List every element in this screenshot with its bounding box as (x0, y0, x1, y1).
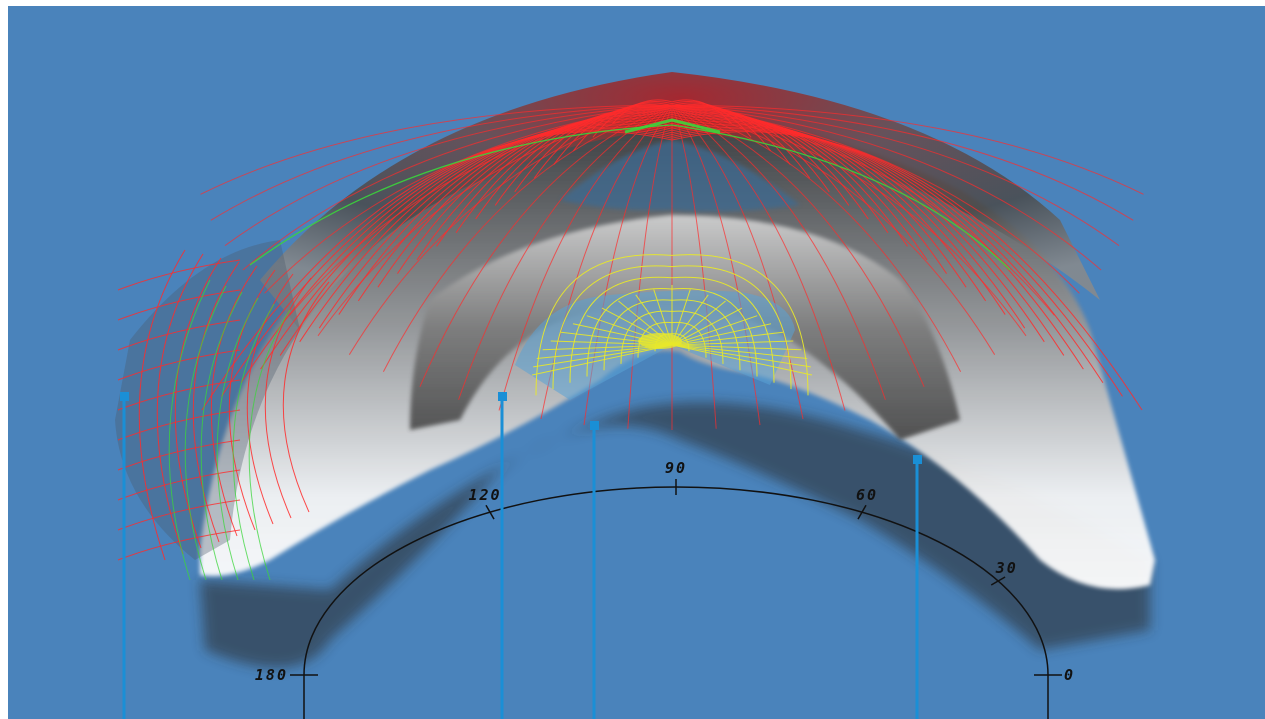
left-mesh-meridian (156, 253, 204, 555)
volume-shadow (200, 402, 1150, 668)
fan-ring (552, 265, 792, 390)
left-mesh-parallel (117, 319, 241, 351)
outer-mesh-spoke (671, 104, 1027, 337)
outer-mesh-spoke (671, 104, 717, 429)
left-mesh-parallel (117, 439, 241, 471)
left-wing-shadow (115, 240, 300, 560)
protractor-label-60: 60 (856, 486, 878, 504)
inner-mesh-edge (249, 124, 1011, 271)
outer-mesh-spoke (419, 104, 673, 387)
inner-mesh-apex (624, 118, 721, 134)
marker-pin-1-head[interactable] (120, 392, 129, 401)
inner-wire-mesh (249, 118, 1011, 271)
fan-spoke (671, 300, 726, 346)
left-mesh-meridian (264, 277, 312, 519)
fan-spoke (671, 315, 758, 346)
outer-mesh-spoke (671, 104, 962, 372)
fan-spoke (671, 323, 772, 346)
outer-shell-band (200, 114, 1155, 590)
fan-spoke (671, 331, 784, 346)
marker-pin-3-head[interactable] (590, 421, 599, 430)
fan-ring (535, 254, 809, 396)
outer-mesh-spoke (458, 104, 673, 400)
left-mesh-parallel (117, 409, 241, 441)
left-mesh-parallel (117, 529, 241, 561)
outer-mesh-spoke (671, 104, 1120, 247)
left-mesh-inner-line (248, 309, 291, 581)
left-mesh-inner-line (168, 279, 211, 581)
fan-spoke (671, 344, 802, 351)
outer-mesh-spoke (210, 104, 673, 221)
outer-mesh-spoke (671, 104, 1055, 316)
outer-mesh-ring (612, 99, 732, 124)
left-mesh-parallel (117, 469, 241, 501)
protractor-tick-60 (857, 504, 867, 520)
fan-center (638, 333, 682, 349)
outer-mesh-spoke (671, 104, 1080, 294)
protractor-label-0: 0 (1064, 666, 1075, 684)
fan-spoke (533, 344, 673, 368)
left-mesh-meridian (138, 249, 186, 561)
left-mesh-inner-line (200, 291, 243, 581)
protractor: 180 120 90 60 30 0 (255, 459, 1075, 719)
marker-pins (120, 392, 922, 719)
left-mesh-meridian (210, 265, 258, 537)
outer-mesh-spoke (200, 104, 673, 195)
fan-spoke (671, 340, 794, 346)
outer-mesh-spoke (671, 104, 1144, 195)
protractor-label-180: 180 (255, 666, 288, 684)
protractor-tick-120 (485, 504, 495, 520)
marker-pin-4-head[interactable] (913, 455, 922, 464)
outer-mesh-spoke (317, 104, 673, 337)
fan-spoke (671, 307, 743, 346)
protractor-label-90: 90 (665, 459, 687, 477)
fan-spoke (671, 344, 811, 368)
dome-surface (260, 72, 1100, 330)
left-mesh-inner-line (184, 285, 227, 581)
outer-mesh-spoke (671, 104, 925, 387)
upper-cavity (560, 140, 800, 212)
outer-mesh-spoke (264, 104, 673, 294)
marker-pin-2-head[interactable] (498, 392, 507, 401)
left-mesh-parallel (117, 259, 241, 291)
center-fan-mesh (531, 254, 813, 396)
left-mesh-meridian (228, 269, 276, 531)
outer-wire-mesh (200, 99, 1144, 430)
left-mesh-meridian (282, 281, 330, 513)
left-wing-mesh (117, 249, 330, 581)
left-mesh-meridian (174, 257, 222, 549)
outer-mesh-spoke (382, 104, 673, 372)
fan-ring (569, 276, 775, 383)
protractor-label-30: 30 (995, 559, 1018, 577)
protractor-label-120: 120 (468, 486, 501, 504)
fan-spoke (671, 344, 813, 376)
outer-mesh-spoke (671, 104, 886, 400)
fan-spoke (671, 344, 808, 359)
left-mesh-inner-line (216, 297, 259, 581)
outer-mesh-spoke (671, 104, 1102, 271)
left-mesh-meridian (246, 273, 294, 525)
outer-mesh-spoke (289, 104, 673, 316)
fan-spoke (531, 344, 673, 376)
left-mesh-inner-line (232, 303, 275, 581)
left-mesh-parallel (117, 289, 241, 321)
outer-mesh-spoke (242, 104, 673, 271)
left-mesh-parallel (117, 349, 241, 381)
outer-mesh-spoke (671, 104, 996, 355)
protractor-tick-30 (990, 576, 1006, 586)
outer-mesh-spoke (348, 104, 673, 355)
outer-mesh-spoke (671, 104, 1134, 221)
outer-mesh-spoke (224, 104, 673, 247)
